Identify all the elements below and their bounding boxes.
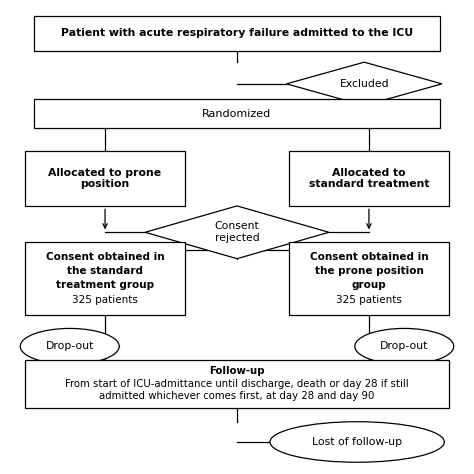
Text: Allocated to
standard treatment: Allocated to standard treatment — [309, 168, 429, 190]
Text: Drop-out: Drop-out — [46, 341, 94, 351]
Text: Consent obtained in: Consent obtained in — [46, 252, 164, 262]
Text: Excluded: Excluded — [339, 79, 389, 89]
FancyBboxPatch shape — [289, 151, 449, 206]
Ellipse shape — [20, 328, 119, 364]
Text: Randomized: Randomized — [202, 109, 272, 118]
Text: Drop-out: Drop-out — [380, 341, 428, 351]
FancyBboxPatch shape — [35, 16, 439, 51]
FancyBboxPatch shape — [35, 100, 439, 128]
Text: group: group — [352, 281, 386, 291]
Text: 325 patients: 325 patients — [336, 295, 402, 305]
Text: treatment group: treatment group — [56, 281, 154, 291]
Text: admitted whichever comes first, at day 28 and day 90: admitted whichever comes first, at day 2… — [100, 391, 374, 401]
Text: the prone position: the prone position — [315, 266, 423, 276]
FancyBboxPatch shape — [289, 242, 449, 315]
Text: the standard: the standard — [67, 266, 143, 276]
Text: Allocated to prone
position: Allocated to prone position — [48, 168, 162, 190]
Text: Consent obtained in: Consent obtained in — [310, 252, 428, 262]
FancyBboxPatch shape — [25, 151, 185, 206]
Text: Patient with acute respiratory failure admitted to the ICU: Patient with acute respiratory failure a… — [61, 28, 413, 38]
Text: Lost of follow-up: Lost of follow-up — [312, 437, 402, 447]
Polygon shape — [145, 206, 329, 259]
Text: From start of ICU-admittance until discharge, death or day 28 if still: From start of ICU-admittance until disch… — [65, 379, 409, 389]
Text: Consent
rejected: Consent rejected — [215, 221, 259, 243]
Polygon shape — [286, 62, 442, 106]
FancyBboxPatch shape — [25, 242, 185, 315]
Text: 325 patients: 325 patients — [72, 295, 138, 305]
Ellipse shape — [355, 328, 454, 364]
FancyBboxPatch shape — [25, 359, 449, 408]
Text: Follow-up: Follow-up — [209, 366, 265, 376]
Ellipse shape — [270, 422, 444, 462]
